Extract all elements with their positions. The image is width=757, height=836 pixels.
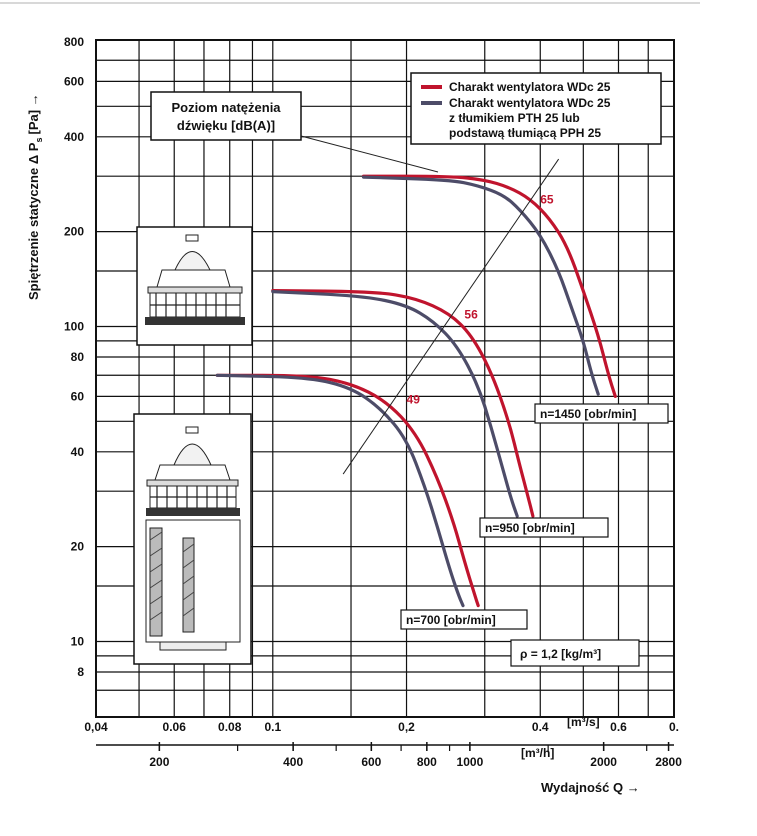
legend-label-silencer-line2: z tłumikiem PTH 25 lub [449, 111, 580, 125]
curve-fan-n950 [271, 289, 535, 518]
x-tick-label-m3s: 0.06 [163, 720, 187, 734]
curve-silencer-n700 [215, 373, 465, 608]
svg-text:n=950 [obr/min]: n=950 [obr/min] [485, 521, 575, 535]
y-tick-label: 80 [71, 350, 85, 364]
x-tick-label-m3h: 2000 [590, 755, 617, 769]
x-tick-labels-m3h: 200 400 600 800 1000 2000 2800 [149, 742, 682, 769]
x-tick-label-m3h: 1000 [457, 755, 484, 769]
legend-label-silencer-line1: Charakt wentylatora WDc 25 [449, 96, 611, 110]
density-box: ρ = 1,2 [kg/m³] [510, 639, 640, 667]
x-tick-label-m3s: 0. [669, 720, 679, 734]
sound-level-value: 56 [464, 308, 478, 322]
curve-fan-n1450 [361, 174, 617, 398]
sound-level-line [342, 158, 560, 475]
x-unit-top: [m³/s] [567, 715, 600, 729]
x-unit-bottom: [m³/h] [521, 746, 554, 760]
y-tick-label: 60 [71, 389, 85, 403]
sound-level-callout-line2: dźwięku [dB(A)] [177, 118, 275, 133]
x-tick-label-m3h: 2800 [655, 755, 682, 769]
fan-curves [215, 174, 617, 608]
curve-silencer-n950 [271, 290, 519, 518]
x-tick-label-m3s: 0.1 [264, 720, 281, 734]
plot-frame [95, 39, 675, 718]
x-tick-label-m3h: 200 [149, 755, 169, 769]
x-tick-label-m3h: 800 [417, 755, 437, 769]
y-tick-label: 200 [64, 225, 84, 239]
legend: Charakt wentylatora WDc 25 Charakt wenty… [410, 72, 662, 145]
density-label: ρ = 1,2 [kg/m³] [520, 647, 601, 661]
y-axis-label: Spiętrzenie statyczne Δ Ps[Pa] → [26, 93, 44, 300]
speed-label-700: n=700 [obr/min] [400, 609, 528, 630]
sound-level-value: 65 [540, 192, 554, 206]
y-tick-label: 600 [64, 74, 84, 88]
svg-text:n=1450 [obr/min]: n=1450 [obr/min] [540, 407, 636, 421]
x-tick-label-m3s: 0,04 [84, 720, 108, 734]
x-tick-label-m3s: 0,2 [398, 720, 415, 734]
x-tick-label-m3s: 0.08 [218, 720, 242, 734]
speed-label-950: n=950 [obr/min] [479, 517, 609, 538]
fan-drawing-with-silencer [133, 413, 252, 665]
curve-fan-n700 [215, 373, 480, 608]
svg-text:n=700 [obr/min]: n=700 [obr/min] [406, 613, 496, 627]
x-tick-label-m3s: 0.6 [610, 720, 627, 734]
y-tick-label: 40 [71, 445, 85, 459]
speed-label-1450: n=1450 [obr/min] [534, 403, 669, 424]
x-tick-label-m3s: 0.4 [532, 720, 549, 734]
y-tick-label: 100 [64, 319, 84, 333]
sound-level-value: 49 [407, 392, 421, 406]
legend-label-silencer-line3: podstawą tłumiącą PPH 25 [449, 126, 601, 140]
x-tick-label-m3h: 600 [361, 755, 381, 769]
y-tick-labels: 800 600 400 200 100 80 60 40 20 10 8 [64, 35, 84, 679]
fan-drawing-small [136, 226, 253, 346]
sound-callout-leader [300, 135, 439, 173]
sound-level-callout-box [150, 91, 302, 141]
x-tick-label-m3h: 400 [283, 755, 303, 769]
legend-label-fan: Charakt wentylatora WDc 25 [449, 80, 611, 94]
sound-level-marks: 65 56 49 [342, 158, 560, 475]
y-tick-label: 800 [64, 35, 84, 49]
x-axis-label: Wydajność Q → [541, 780, 640, 795]
y-tick-label: 20 [71, 540, 85, 554]
y-tick-label: 400 [64, 130, 84, 144]
y-tick-label: 10 [71, 634, 85, 648]
y-tick-label: 8 [77, 665, 84, 679]
curve-silencer-n1450 [361, 175, 600, 396]
x-tick-labels-m3s: 0,04 0.06 0.08 0.1 0,2 0.4 0.6 0. [84, 720, 679, 734]
sound-level-callout-line1: Poziom natężenia [171, 100, 281, 115]
